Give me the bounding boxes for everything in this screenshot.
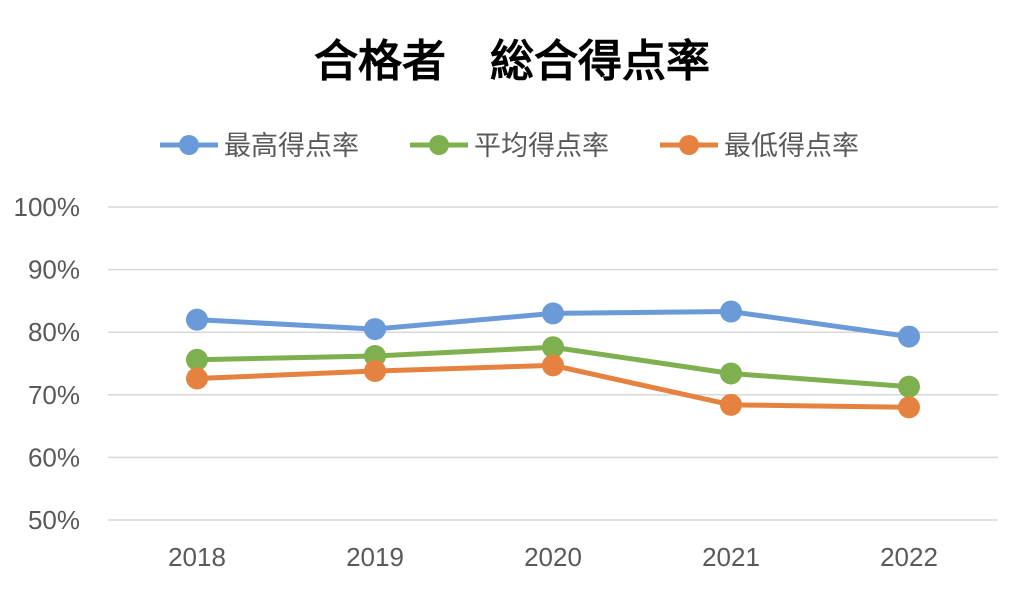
y-axis-tick-labels: 50% 60% 70% 80% 90% 100% <box>14 192 81 535</box>
data-point <box>898 396 920 419</box>
legend-item: 最高得点率 <box>160 131 359 162</box>
y-tick-label: 80% <box>28 317 80 347</box>
y-tick-label: 100% <box>14 192 81 222</box>
legend-item: 最低得点率 <box>660 131 859 162</box>
x-tick-label: 2022 <box>880 542 938 572</box>
legend-item: 平均得点率 <box>410 131 609 162</box>
data-point <box>186 367 208 390</box>
data-point <box>542 354 564 377</box>
x-tick-label: 2021 <box>702 542 760 572</box>
y-tick-label: 70% <box>28 380 80 410</box>
x-tick-label: 2018 <box>168 542 226 572</box>
data-point <box>364 360 386 383</box>
y-tick-label: 50% <box>28 505 80 535</box>
data-point <box>898 375 920 398</box>
data-point <box>186 308 208 331</box>
data-point <box>720 362 742 385</box>
data-point <box>898 325 920 348</box>
data-point <box>186 348 208 371</box>
data-point <box>720 393 742 416</box>
legend-label: 最高得点率 <box>224 131 359 162</box>
legend-label: 平均得点率 <box>474 131 609 162</box>
legend-marker <box>679 135 699 155</box>
legend-marker <box>429 135 449 155</box>
series-1 <box>186 300 920 348</box>
legend: 最高得点率 平均得点率 最低得点率 <box>160 131 859 162</box>
data-point <box>542 336 564 359</box>
y-tick-label: 90% <box>28 255 80 285</box>
x-tick-label: 2019 <box>346 542 404 572</box>
chart-title: 合格者 総合得点率 <box>314 36 710 87</box>
gridlines <box>108 206 998 521</box>
series-3 <box>186 354 920 419</box>
y-tick-label: 60% <box>28 442 80 472</box>
data-point <box>720 300 742 323</box>
data-point <box>542 302 564 325</box>
data-point <box>364 318 386 341</box>
legend-marker <box>179 135 199 155</box>
x-axis-tick-labels: 2018 2019 2020 2021 2022 <box>168 542 938 572</box>
legend-label: 最低得点率 <box>724 131 859 162</box>
series-2 <box>186 336 920 398</box>
x-tick-label: 2020 <box>524 542 582 572</box>
series-group <box>186 300 920 419</box>
